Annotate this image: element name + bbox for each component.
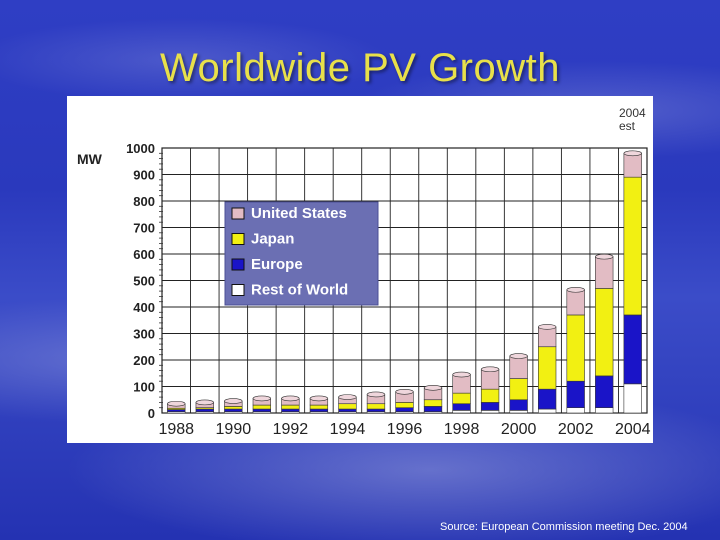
x-tick-label: 1998	[444, 421, 480, 438]
bar-segment-japan	[509, 378, 528, 401]
bar-segment-europe	[480, 402, 500, 411]
x-tick-label: 1994	[330, 421, 366, 438]
bar-segment-europe	[309, 408, 329, 412]
x-tick-label: 2000	[501, 421, 537, 438]
bar-segment-japan	[338, 403, 357, 410]
bar-segment-japan	[623, 176, 642, 316]
x-tick-label: 1992	[273, 421, 309, 438]
y-tick-label: 400	[133, 300, 155, 315]
bar-cap	[366, 391, 386, 398]
bar-segment-europe	[195, 408, 214, 412]
bar-cap	[338, 394, 357, 400]
bar-segment-europe	[538, 388, 557, 410]
bar-cap	[423, 385, 443, 391]
y-tick-label: 500	[133, 274, 155, 289]
bar-segment-japan	[252, 404, 271, 410]
legend-label: Rest of World	[251, 282, 348, 299]
bar-segment-europe	[509, 399, 528, 411]
legend-label: Europe	[251, 256, 303, 273]
bar-segment-europe	[366, 408, 386, 412]
y-tick-label: 200	[133, 353, 155, 368]
bar-segment-europe	[623, 314, 642, 385]
bar-segment-japan	[224, 406, 243, 410]
y-tick-label: 300	[133, 327, 155, 342]
bar-segment-europe	[595, 375, 614, 408]
bar-segment-japan	[395, 402, 414, 408]
bar-segment-europe	[252, 408, 271, 412]
y-tick-label: 600	[133, 247, 155, 262]
bar-segment-united-states	[566, 289, 585, 316]
estimate-note: est	[619, 119, 636, 133]
bar-cap	[167, 400, 186, 407]
bar-segment-europe	[338, 408, 357, 412]
bar-segment-united-states	[623, 152, 642, 178]
bar-segment-rest-of-world	[452, 410, 471, 414]
bar-segment-rest-of-world	[509, 410, 528, 414]
bar-cap	[509, 353, 528, 359]
legend-swatch	[231, 284, 245, 296]
y-tick-label: 1000	[126, 141, 155, 156]
slide-title: Worldwide PV Growth	[159, 46, 560, 90]
estimate-note: 2004	[619, 106, 646, 120]
bar-segment-japan	[309, 404, 329, 410]
bar-cap	[309, 395, 329, 402]
bar-segment-europe	[281, 408, 300, 412]
y-tick-label: 900	[133, 168, 155, 183]
bar-segment-rest-of-world	[595, 407, 614, 414]
legend-swatch	[231, 258, 245, 271]
bar-segment-japan	[480, 388, 500, 403]
bar-cap	[195, 399, 214, 406]
bar-cap	[595, 253, 614, 260]
legend-label: United States	[251, 205, 347, 222]
bar-segment-europe	[167, 409, 186, 412]
bar-segment-united-states	[452, 374, 471, 394]
bar-segment-united-states	[480, 368, 500, 390]
bar-segment-united-states	[595, 256, 614, 289]
bar-segment-japan	[452, 392, 471, 405]
bar-segment-europe	[395, 407, 414, 412]
legend-label: Japan	[251, 231, 294, 248]
legend-swatch	[231, 207, 245, 220]
bar-segment-japan	[366, 403, 386, 410]
legend-swatch	[231, 233, 245, 245]
pv-growth-chart: 0 100 200 300 400 500 600 700 800 900 1000 MW 1988 19…	[77, 106, 651, 438]
bar-cap	[480, 366, 500, 373]
bar-segment-rest-of-world	[623, 383, 642, 414]
bar-segment-united-states	[538, 326, 557, 348]
bar-cap	[281, 395, 300, 402]
bar-cap	[395, 389, 414, 395]
y-tick-label: 700	[133, 221, 155, 236]
bar-cap	[252, 395, 271, 402]
bar-segment-japan	[566, 314, 585, 382]
bar-cap	[623, 150, 642, 157]
bar-segment-japan	[595, 288, 614, 377]
bar-segment-japan	[281, 404, 300, 410]
legend-box	[224, 201, 379, 306]
y-tick-label: 100	[133, 380, 155, 395]
x-tick-label: 1990	[216, 421, 252, 438]
bar-segment-europe	[423, 406, 443, 412]
bar-segment-rest-of-world	[538, 408, 557, 414]
x-tick-label: 1996	[387, 421, 423, 438]
bar-cap	[452, 371, 471, 378]
bar-segment-united-states	[509, 355, 528, 379]
x-tick-label: 2002	[558, 421, 594, 438]
y-axis-label: MW	[77, 151, 103, 167]
x-tick-label: 2004	[615, 421, 651, 438]
y-tick-label: 0	[148, 406, 155, 421]
y-tick-label: 800	[133, 194, 155, 209]
bar-segment-rest-of-world	[480, 410, 500, 414]
bar-segment-japan	[538, 346, 557, 390]
bar-cap	[538, 324, 557, 330]
bar-segment-japan	[423, 399, 443, 407]
x-tick-label: 1988	[158, 421, 194, 438]
bar-cap	[566, 286, 585, 293]
source-note: Source: European Commission meeting Dec.…	[440, 521, 688, 533]
bar-segment-europe	[566, 380, 585, 409]
bar-cap	[224, 398, 243, 404]
bar-segment-europe	[224, 408, 243, 412]
chart-panel: 0 100 200 300 400 500 600 700 800 900 1000 MW 1988 19…	[67, 96, 653, 443]
bar-segment-europe	[452, 403, 471, 411]
bar-segment-rest-of-world	[566, 407, 585, 414]
